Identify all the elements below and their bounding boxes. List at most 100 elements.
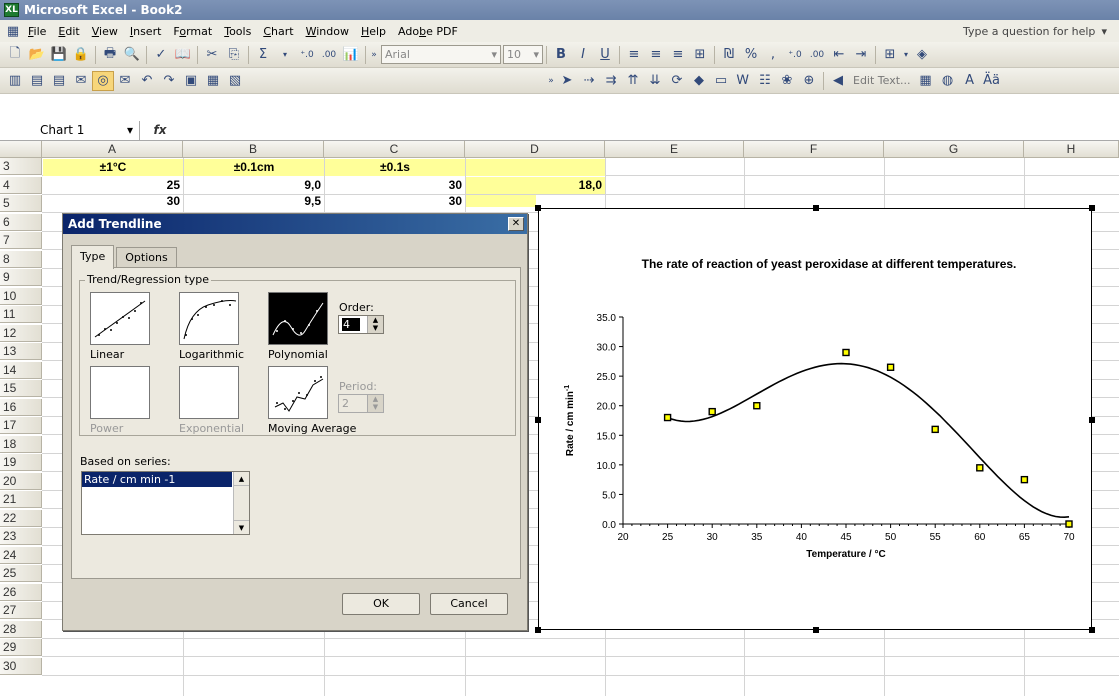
polynomial-trendline[interactable] bbox=[667, 362, 1070, 519]
spelling-icon[interactable]: ✓ bbox=[155, 47, 167, 62]
row-header[interactable]: 10 bbox=[0, 287, 42, 305]
resize-handle[interactable] bbox=[1089, 205, 1095, 211]
row-header[interactable]: 23 bbox=[0, 528, 42, 545]
review-icon[interactable]: ▤ bbox=[30, 73, 44, 88]
column-header-f[interactable]: F bbox=[744, 141, 884, 158]
row-header[interactable]: 22 bbox=[0, 509, 42, 527]
linear-type-tile[interactable] bbox=[90, 292, 150, 345]
diagram-icon[interactable]: ☷ bbox=[759, 73, 771, 88]
shrink-text-icon[interactable]: Ää bbox=[983, 73, 1000, 88]
italic-icon[interactable]: I bbox=[581, 47, 585, 62]
cell-a4[interactable]: 25 bbox=[166, 178, 180, 192]
send-backward-icon[interactable]: ⇊ bbox=[649, 73, 661, 88]
connector-icon[interactable]: ⇢ bbox=[583, 73, 595, 88]
open-icon[interactable]: 📂 bbox=[28, 47, 46, 62]
logarithmic-type-tile[interactable] bbox=[179, 292, 239, 345]
chart-object-icon[interactable]: ◎ bbox=[92, 70, 114, 91]
moving-average-type-tile[interactable] bbox=[268, 366, 328, 419]
data-point[interactable] bbox=[842, 348, 850, 357]
text-color-icon[interactable]: A bbox=[965, 73, 974, 88]
row-header[interactable]: 16 bbox=[0, 398, 42, 416]
shadow-icon[interactable]: ◆ bbox=[694, 73, 704, 88]
edit-text-button[interactable]: Edit Text... bbox=[853, 74, 911, 87]
menu-item[interactable]: Help bbox=[355, 25, 392, 38]
mail-icon[interactable]: ✉ bbox=[119, 73, 131, 88]
data-point[interactable] bbox=[976, 464, 984, 472]
cell-c4[interactable]: 30 bbox=[448, 178, 462, 192]
menu-item[interactable]: View bbox=[86, 25, 124, 38]
row-header[interactable]: 29 bbox=[0, 639, 42, 656]
workbook-icon[interactable]: ▦ bbox=[6, 23, 20, 39]
decrease-decimal-icon[interactable]: .00 bbox=[809, 49, 825, 60]
align-center-icon[interactable]: ≡ bbox=[650, 47, 662, 62]
chart-plot-area[interactable]: 0.0 5.0 10.0 15.0 20.0 25.0 30.0 35.0 20 25 30 35 40… bbox=[539, 209, 1091, 629]
new-icon[interactable]: 🗋 bbox=[9, 45, 21, 61]
series-list[interactable]: Rate / cm min -1 ▲ ▼ bbox=[81, 471, 250, 535]
row-header[interactable]: 30 bbox=[0, 657, 42, 675]
scroll-up-icon[interactable]: ▲ bbox=[234, 472, 249, 486]
menu-item[interactable]: Chart bbox=[257, 25, 299, 38]
list-item[interactable]: Rate / cm min -1 bbox=[82, 472, 232, 487]
help-search-input[interactable]: Type a question for help ▾ bbox=[963, 24, 1107, 38]
autosum-dropdown-icon[interactable]: ▾ bbox=[282, 50, 287, 59]
menu-item[interactable]: Format bbox=[167, 25, 218, 38]
copy-icon[interactable]: ⎘ bbox=[228, 47, 240, 62]
resize-handle[interactable] bbox=[813, 205, 819, 211]
resize-handle[interactable] bbox=[813, 627, 819, 633]
column-header-g[interactable]: G bbox=[884, 141, 1024, 158]
data-point[interactable] bbox=[1020, 475, 1029, 484]
chart-wizard-icon[interactable]: 📊 bbox=[342, 47, 360, 62]
row-header[interactable]: 27 bbox=[0, 602, 42, 619]
chart-title[interactable]: The rate of reaction of yeast peroxidase… bbox=[641, 257, 1017, 271]
chevron-down-icon[interactable]: ▾ bbox=[533, 48, 539, 61]
resize-handle[interactable] bbox=[535, 417, 541, 423]
textbox-icon[interactable]: ▭ bbox=[714, 73, 728, 88]
data-point[interactable] bbox=[753, 402, 761, 410]
dialog-title-bar[interactable]: Add Trendline ✕ bbox=[63, 214, 527, 234]
font-color-icon[interactable]: ◀ bbox=[833, 73, 843, 88]
cell-d5[interactable]: 19,0 bbox=[466, 195, 536, 207]
row-header[interactable]: 11 bbox=[0, 306, 42, 323]
cell-b3[interactable]: ±0.1cm bbox=[184, 159, 324, 176]
end-review-icon[interactable]: ▦ bbox=[206, 73, 220, 88]
select-all-corner[interactable] bbox=[0, 141, 42, 158]
stepper-arrows-icon[interactable]: ▲ ▼ bbox=[367, 316, 383, 333]
cell-a5[interactable]: 30 bbox=[166, 195, 180, 207]
cell-c5[interactable]: 30 bbox=[448, 195, 462, 207]
menu-item[interactable]: File bbox=[22, 25, 52, 38]
data-point[interactable] bbox=[708, 407, 716, 416]
increase-indent-icon[interactable]: ⇥ bbox=[855, 47, 867, 62]
row-header[interactable]: 28 bbox=[0, 620, 42, 638]
save-icon[interactable]: 💾 bbox=[50, 47, 68, 62]
align-right-icon[interactable]: ≡ bbox=[672, 47, 684, 62]
row-header[interactable]: 5 bbox=[0, 195, 42, 212]
cell-b4[interactable]: 9,0 bbox=[304, 178, 321, 192]
column-header-d[interactable]: D bbox=[465, 141, 605, 158]
clipart-icon[interactable]: ❀ bbox=[781, 73, 793, 88]
increase-decimal-icon[interactable]: ⁺.0 bbox=[788, 49, 802, 60]
underline-icon[interactable]: U bbox=[600, 47, 610, 62]
close-icon[interactable]: ✕ bbox=[508, 217, 524, 231]
column-header-c[interactable]: C bbox=[324, 141, 465, 158]
decrease-indent-icon[interactable]: ⇤ bbox=[833, 47, 845, 62]
merge-center-icon[interactable]: ⊞ bbox=[694, 47, 706, 62]
row-header[interactable]: 15 bbox=[0, 380, 42, 397]
data-point[interactable] bbox=[663, 413, 672, 422]
column-header-a[interactable]: A bbox=[42, 141, 183, 158]
wordart-icon[interactable]: Ꮃ bbox=[736, 73, 750, 88]
toolbar-options-icon[interactable]: » bbox=[371, 49, 377, 60]
cell-b5[interactable]: 9,5 bbox=[304, 195, 321, 207]
increase-decimal-icon[interactable]: ⁺.0 bbox=[300, 49, 314, 60]
column-header-b[interactable]: B bbox=[183, 141, 324, 158]
tab-type[interactable]: Type bbox=[71, 245, 115, 269]
bring-forward-icon[interactable]: ⇈ bbox=[627, 73, 639, 88]
menu-item[interactable]: Tools bbox=[218, 25, 257, 38]
print-icon[interactable]: 🖶 bbox=[103, 45, 117, 61]
chart-object[interactable]: The rate of reaction of yeast peroxidase… bbox=[535, 205, 1095, 633]
tab-options[interactable]: Options bbox=[116, 247, 177, 269]
polynomial-type-tile[interactable] bbox=[268, 292, 328, 345]
chevron-down-icon[interactable]: ▾ bbox=[491, 48, 497, 61]
row-header[interactable]: 25 bbox=[0, 565, 42, 582]
row-header[interactable]: 24 bbox=[0, 546, 42, 564]
highlight-icon[interactable]: ▦ bbox=[919, 73, 932, 88]
